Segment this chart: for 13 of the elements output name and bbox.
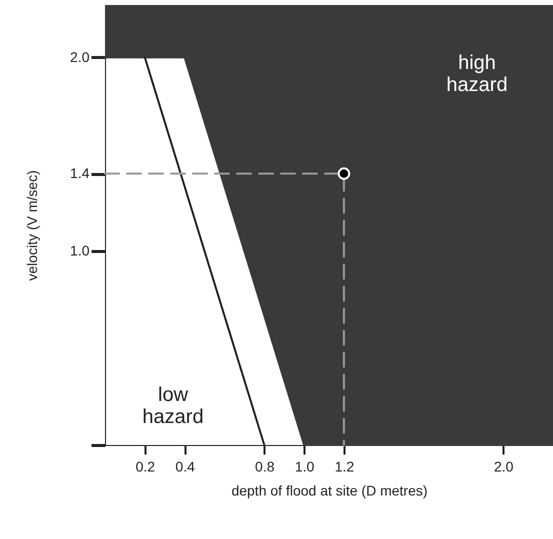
x-tick-label: 0.4 <box>175 458 196 474</box>
x-tick-label: 0.2 <box>136 458 156 474</box>
annotation: high hazard <box>446 52 508 96</box>
y-tick-label: 2.0 <box>70 48 90 65</box>
y-tick-label: 1.0 <box>70 242 90 259</box>
y-axis-title: velocity (V m/sec) <box>24 170 40 281</box>
y-tick-label: 1.4 <box>70 165 90 182</box>
x-tick-label: 1.2 <box>334 458 354 474</box>
x-tick-label: 0.8 <box>255 458 275 474</box>
x-tick-label: 2.0 <box>494 458 514 474</box>
x-tick-label: 1.0 <box>294 458 315 474</box>
annotation: low hazard <box>142 384 204 428</box>
x-axis-title: depth of flood at site (D metres) <box>231 482 428 498</box>
